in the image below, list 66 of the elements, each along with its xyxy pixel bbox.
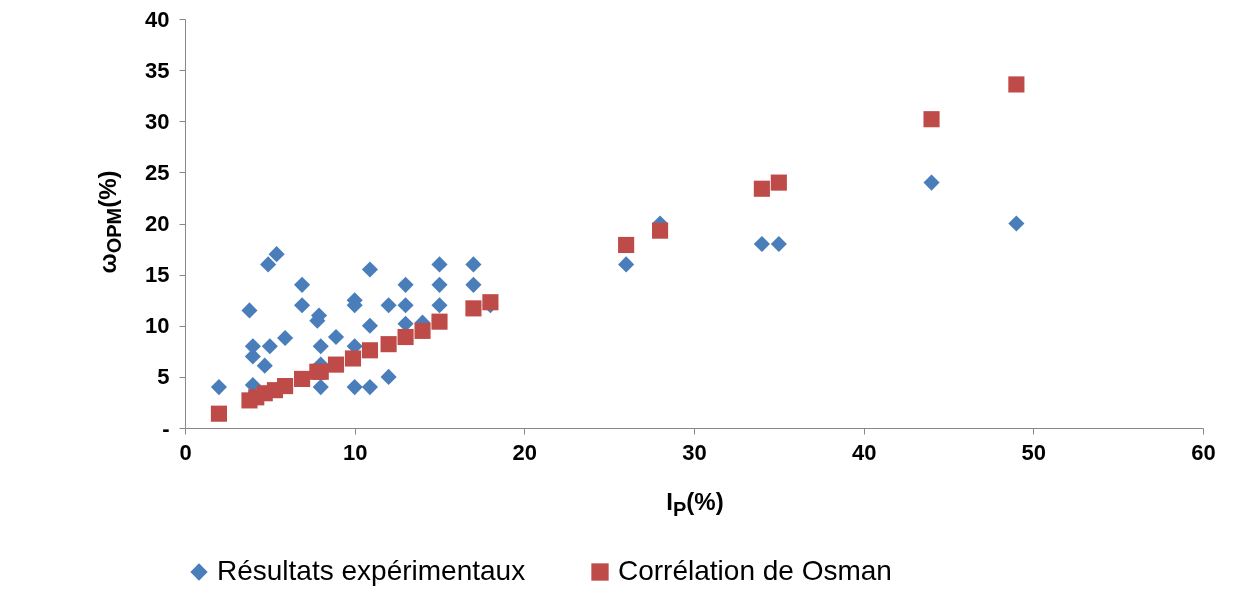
x-tick-label: 20 — [512, 439, 538, 465]
y-tick-label: 20 — [145, 211, 170, 236]
point — [346, 379, 363, 396]
legend-label: Corrélation de Osman — [618, 555, 892, 586]
point — [210, 379, 227, 396]
point — [618, 236, 635, 254]
point — [344, 350, 362, 367]
y-tick-label: 5 — [157, 364, 170, 390]
point — [465, 300, 482, 317]
x-tick-label: 50 — [1021, 439, 1047, 465]
point — [414, 322, 431, 339]
point — [1008, 215, 1025, 232]
point — [923, 111, 940, 128]
point — [770, 235, 787, 253]
y-tick-label: 30 — [145, 108, 170, 134]
point — [618, 256, 635, 273]
point — [210, 405, 227, 422]
point — [753, 180, 770, 197]
point — [294, 370, 311, 387]
x-tick-label: 60 — [1191, 439, 1216, 465]
point — [361, 317, 378, 334]
point — [770, 174, 787, 191]
point — [327, 356, 345, 373]
point — [327, 328, 345, 346]
point — [261, 338, 278, 355]
point — [361, 342, 378, 359]
point — [277, 329, 294, 347]
y-tick-label: - — [162, 415, 170, 441]
point — [465, 256, 482, 273]
point — [652, 222, 669, 239]
point — [294, 297, 311, 314]
point — [312, 338, 329, 355]
x-axis-title: I$_{P}$(%) — [666, 488, 724, 521]
point — [431, 297, 448, 314]
y-tick-label: 15 — [145, 262, 170, 288]
y-tick-label: 10 — [145, 313, 170, 339]
point — [380, 336, 397, 353]
point — [260, 256, 277, 273]
point — [923, 174, 940, 191]
point — [268, 246, 285, 263]
point — [380, 297, 397, 314]
x-tick-label: 0 — [179, 439, 192, 465]
point — [397, 297, 414, 314]
point — [256, 357, 273, 374]
y-tick-label: 40 — [145, 6, 170, 32]
point — [361, 379, 378, 396]
y-tick-label: 35 — [145, 57, 170, 83]
x-tick-label: 30 — [682, 439, 707, 465]
point — [431, 276, 448, 293]
point — [465, 276, 482, 293]
x-tick-label: 40 — [851, 439, 877, 465]
point — [241, 302, 258, 319]
point — [312, 379, 329, 396]
point — [431, 313, 448, 330]
point — [361, 261, 378, 278]
point — [397, 276, 414, 293]
point — [431, 256, 448, 273]
point — [397, 328, 414, 346]
legend-label: Résultats expérimentaux — [217, 555, 526, 586]
point — [753, 235, 770, 253]
point — [277, 378, 294, 395]
x-tick-label: 10 — [342, 439, 368, 465]
point — [380, 368, 397, 385]
point — [1008, 76, 1025, 93]
y-tick-label: 25 — [145, 159, 170, 185]
point — [294, 276, 311, 293]
